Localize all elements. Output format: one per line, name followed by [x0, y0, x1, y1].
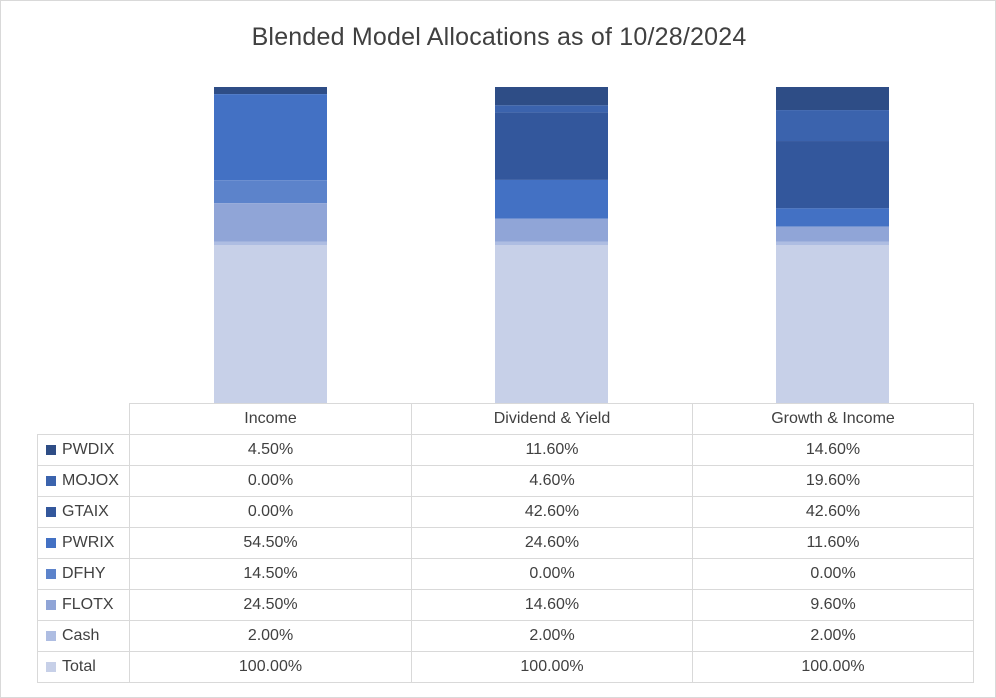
bar-segment-income-cash [214, 241, 327, 245]
legend-label: FLOTX [62, 596, 114, 613]
legend-entry-total: Total [37, 651, 130, 683]
data-cell-mojox-dividend-yield: 4.60% [411, 465, 693, 497]
column-header-dividend-yield: Dividend & Yield [411, 403, 693, 435]
legend-swatch [46, 600, 56, 610]
legend-swatch [46, 662, 56, 672]
data-cell-pwrix-income: 54.50% [129, 527, 412, 559]
bar-segment-dividend-yield-flotx [495, 218, 608, 242]
table-corner [37, 403, 130, 435]
table-row: Total 100.00% 100.00% 100.00% [37, 651, 974, 683]
legend-swatch [46, 445, 56, 455]
legend-entry-pwrix: PWRIX [37, 527, 130, 559]
table-row: PWDIX 4.50% 11.60% 14.60% [37, 434, 974, 466]
legend-swatch [46, 507, 56, 517]
legend-entry-pwdix: PWDIX [37, 434, 130, 466]
column-header-income: Income [129, 403, 412, 435]
bar-segment-dividend-yield-mojox [495, 105, 608, 113]
legend-entry-gtaix: GTAIX [37, 496, 130, 528]
legend-swatch [46, 569, 56, 579]
bar-segment-dividend-yield-total [495, 245, 608, 403]
table-row: DFHY 14.50% 0.00% 0.00% [37, 558, 974, 590]
bar-segment-growth-income-total [776, 245, 889, 403]
bar-segment-dividend-yield-pwrix [495, 179, 608, 219]
legend-swatch [46, 631, 56, 641]
data-cell-gtaix-growth-income: 42.60% [692, 496, 974, 528]
data-cell-gtaix-dividend-yield: 42.60% [411, 496, 693, 528]
bar-segment-dividend-yield-cash [495, 241, 608, 245]
data-cell-cash-growth-income: 2.00% [692, 620, 974, 652]
legend-entry-mojox: MOJOX [37, 465, 130, 497]
bar-segment-dividend-yield-pwdix [495, 87, 608, 106]
data-cell-flotx-income: 24.50% [129, 589, 412, 621]
bar-segment-growth-income-mojox [776, 110, 889, 142]
bar-segment-growth-income-cash [776, 241, 889, 245]
table-row: MOJOX 0.00% 4.60% 19.60% [37, 465, 974, 497]
data-cell-pwrix-dividend-yield: 24.60% [411, 527, 693, 559]
bar-segment-income-total [214, 245, 327, 403]
bar-segment-income-flotx [214, 203, 327, 242]
bar-segment-growth-income-gtaix [776, 141, 889, 209]
legend-swatch [46, 476, 56, 486]
data-cell-pwdix-income: 4.50% [129, 434, 412, 466]
data-cell-cash-dividend-yield: 2.00% [411, 620, 693, 652]
data-cell-flotx-growth-income: 9.60% [692, 589, 974, 621]
data-cell-dfhy-income: 14.50% [129, 558, 412, 590]
legend-entry-cash: Cash [37, 620, 130, 652]
data-cell-cash-income: 2.00% [129, 620, 412, 652]
chart-title: Blended Model Allocations as of 10/28/20… [251, 23, 747, 51]
data-cell-total-growth-income: 100.00% [692, 651, 974, 683]
data-cell-total-dividend-yield: 100.00% [411, 651, 693, 683]
data-cell-mojox-income: 0.00% [129, 465, 412, 497]
data-cell-pwrix-growth-income: 11.60% [692, 527, 974, 559]
legend-label: DFHY [62, 565, 106, 582]
data-cell-dfhy-growth-income: 0.00% [692, 558, 974, 590]
bar-segment-income-pwrix [214, 94, 327, 181]
table-header-row: Income Dividend & Yield Growth & Income [37, 403, 974, 435]
data-cell-dfhy-dividend-yield: 0.00% [411, 558, 693, 590]
table-row: GTAIX 0.00% 42.60% 42.60% [37, 496, 974, 528]
data-cell-pwdix-dividend-yield: 11.60% [411, 434, 693, 466]
stacked-bar-plot [214, 87, 889, 403]
bar-segment-growth-income-pwdix [776, 87, 889, 111]
data-cell-flotx-dividend-yield: 14.60% [411, 589, 693, 621]
legend-label: Cash [62, 627, 100, 644]
data-cell-gtaix-income: 0.00% [129, 496, 412, 528]
bar-segment-growth-income-flotx [776, 226, 889, 242]
legend-label: MOJOX [62, 472, 119, 489]
table-row: FLOTX 24.50% 14.60% 9.60% [37, 589, 974, 621]
data-cell-pwdix-growth-income: 14.60% [692, 434, 974, 466]
column-header-growth-income: Growth & Income [692, 403, 974, 435]
data-table: Income Dividend & Yield Growth & Income PWD… [37, 403, 974, 683]
bar-segment-income-pwdix [214, 87, 327, 95]
legend-swatch [46, 538, 56, 548]
table-row: PWRIX 54.50% 24.60% 11.60% [37, 527, 974, 559]
legend-label: PWDIX [62, 441, 115, 458]
table-row: Cash 2.00% 2.00% 2.00% [37, 620, 974, 652]
bar-segment-income-dfhy [214, 180, 327, 204]
data-cell-total-income: 100.00% [129, 651, 412, 683]
legend-label: Total [62, 658, 96, 675]
bar-segment-dividend-yield-gtaix [495, 112, 608, 180]
legend-entry-dfhy: DFHY [37, 558, 130, 590]
legend-label: GTAIX [62, 503, 109, 520]
data-cell-mojox-growth-income: 19.60% [692, 465, 974, 497]
legend-label: PWRIX [62, 534, 115, 551]
bar-segment-growth-income-pwrix [776, 208, 889, 227]
legend-entry-flotx: FLOTX [37, 589, 130, 621]
